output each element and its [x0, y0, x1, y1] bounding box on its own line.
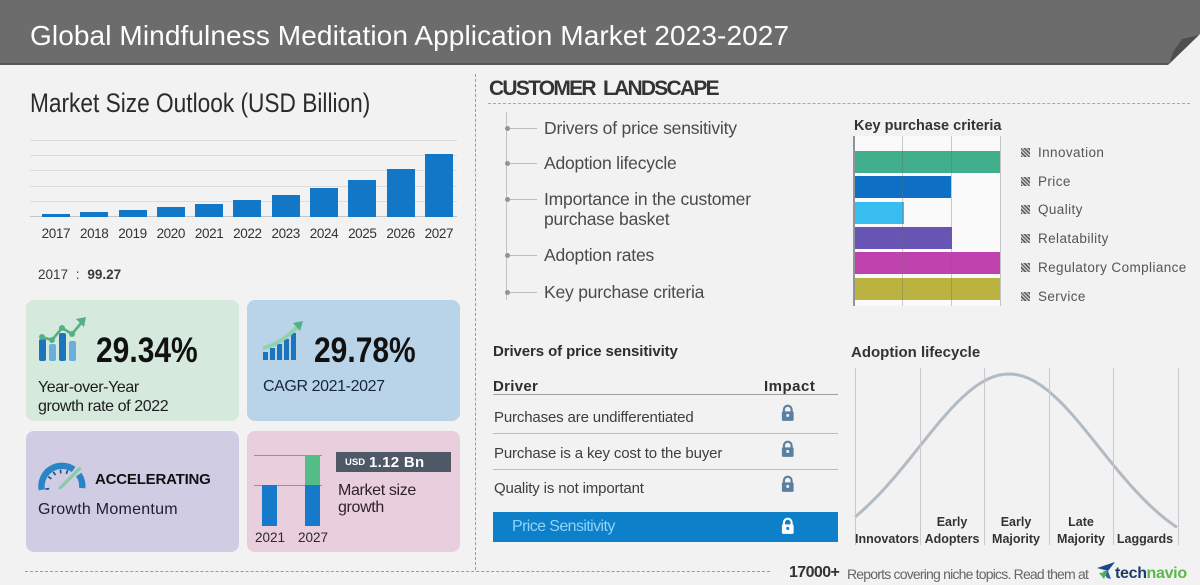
svg-text:navio: navio: [1147, 565, 1188, 582]
svg-text:tech: tech: [1115, 565, 1147, 582]
